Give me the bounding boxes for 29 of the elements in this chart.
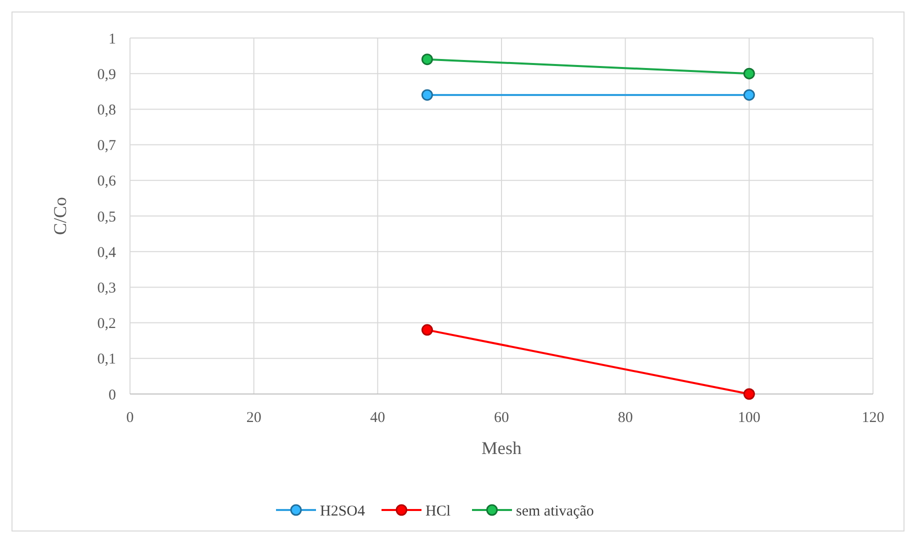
y-axis-title: C/Co: [50, 196, 70, 236]
x-tick-label: 80: [618, 410, 633, 426]
y-tick-label: 0,9: [97, 66, 116, 83]
x-tick-label: 120: [862, 410, 884, 426]
legend-label: HCl: [426, 503, 451, 520]
point: [421, 89, 433, 101]
x-tick-label: 100: [738, 410, 760, 426]
legend-label: H2SO4: [320, 503, 366, 520]
x-tick-label: 20: [246, 410, 262, 426]
x-tick-label: 0: [126, 410, 134, 426]
y-tick-label: 0,1: [97, 352, 116, 368]
y-tick-label: 0,7: [97, 138, 116, 154]
legend-label: sem ativação: [516, 503, 594, 520]
y-tick-label: 0: [108, 387, 116, 404]
point: [743, 388, 755, 400]
y-tick-label: 0,5: [97, 209, 116, 226]
y-tick-label: 0,6: [97, 174, 116, 190]
x-axis-title: Mesh: [482, 438, 522, 458]
y-tick-label: 1: [108, 31, 116, 48]
point: [743, 68, 755, 80]
x-tick-label: 40: [370, 410, 386, 426]
point: [743, 89, 755, 101]
point: [421, 54, 433, 66]
y-tick-label: 0,8: [97, 102, 116, 118]
y-tick-label: 0,2: [97, 316, 116, 332]
y-tick-label: 0,3: [97, 280, 116, 296]
y-tick-label: 0,4: [97, 244, 116, 261]
point: [421, 324, 433, 336]
x-tick-label: 60: [494, 410, 509, 426]
